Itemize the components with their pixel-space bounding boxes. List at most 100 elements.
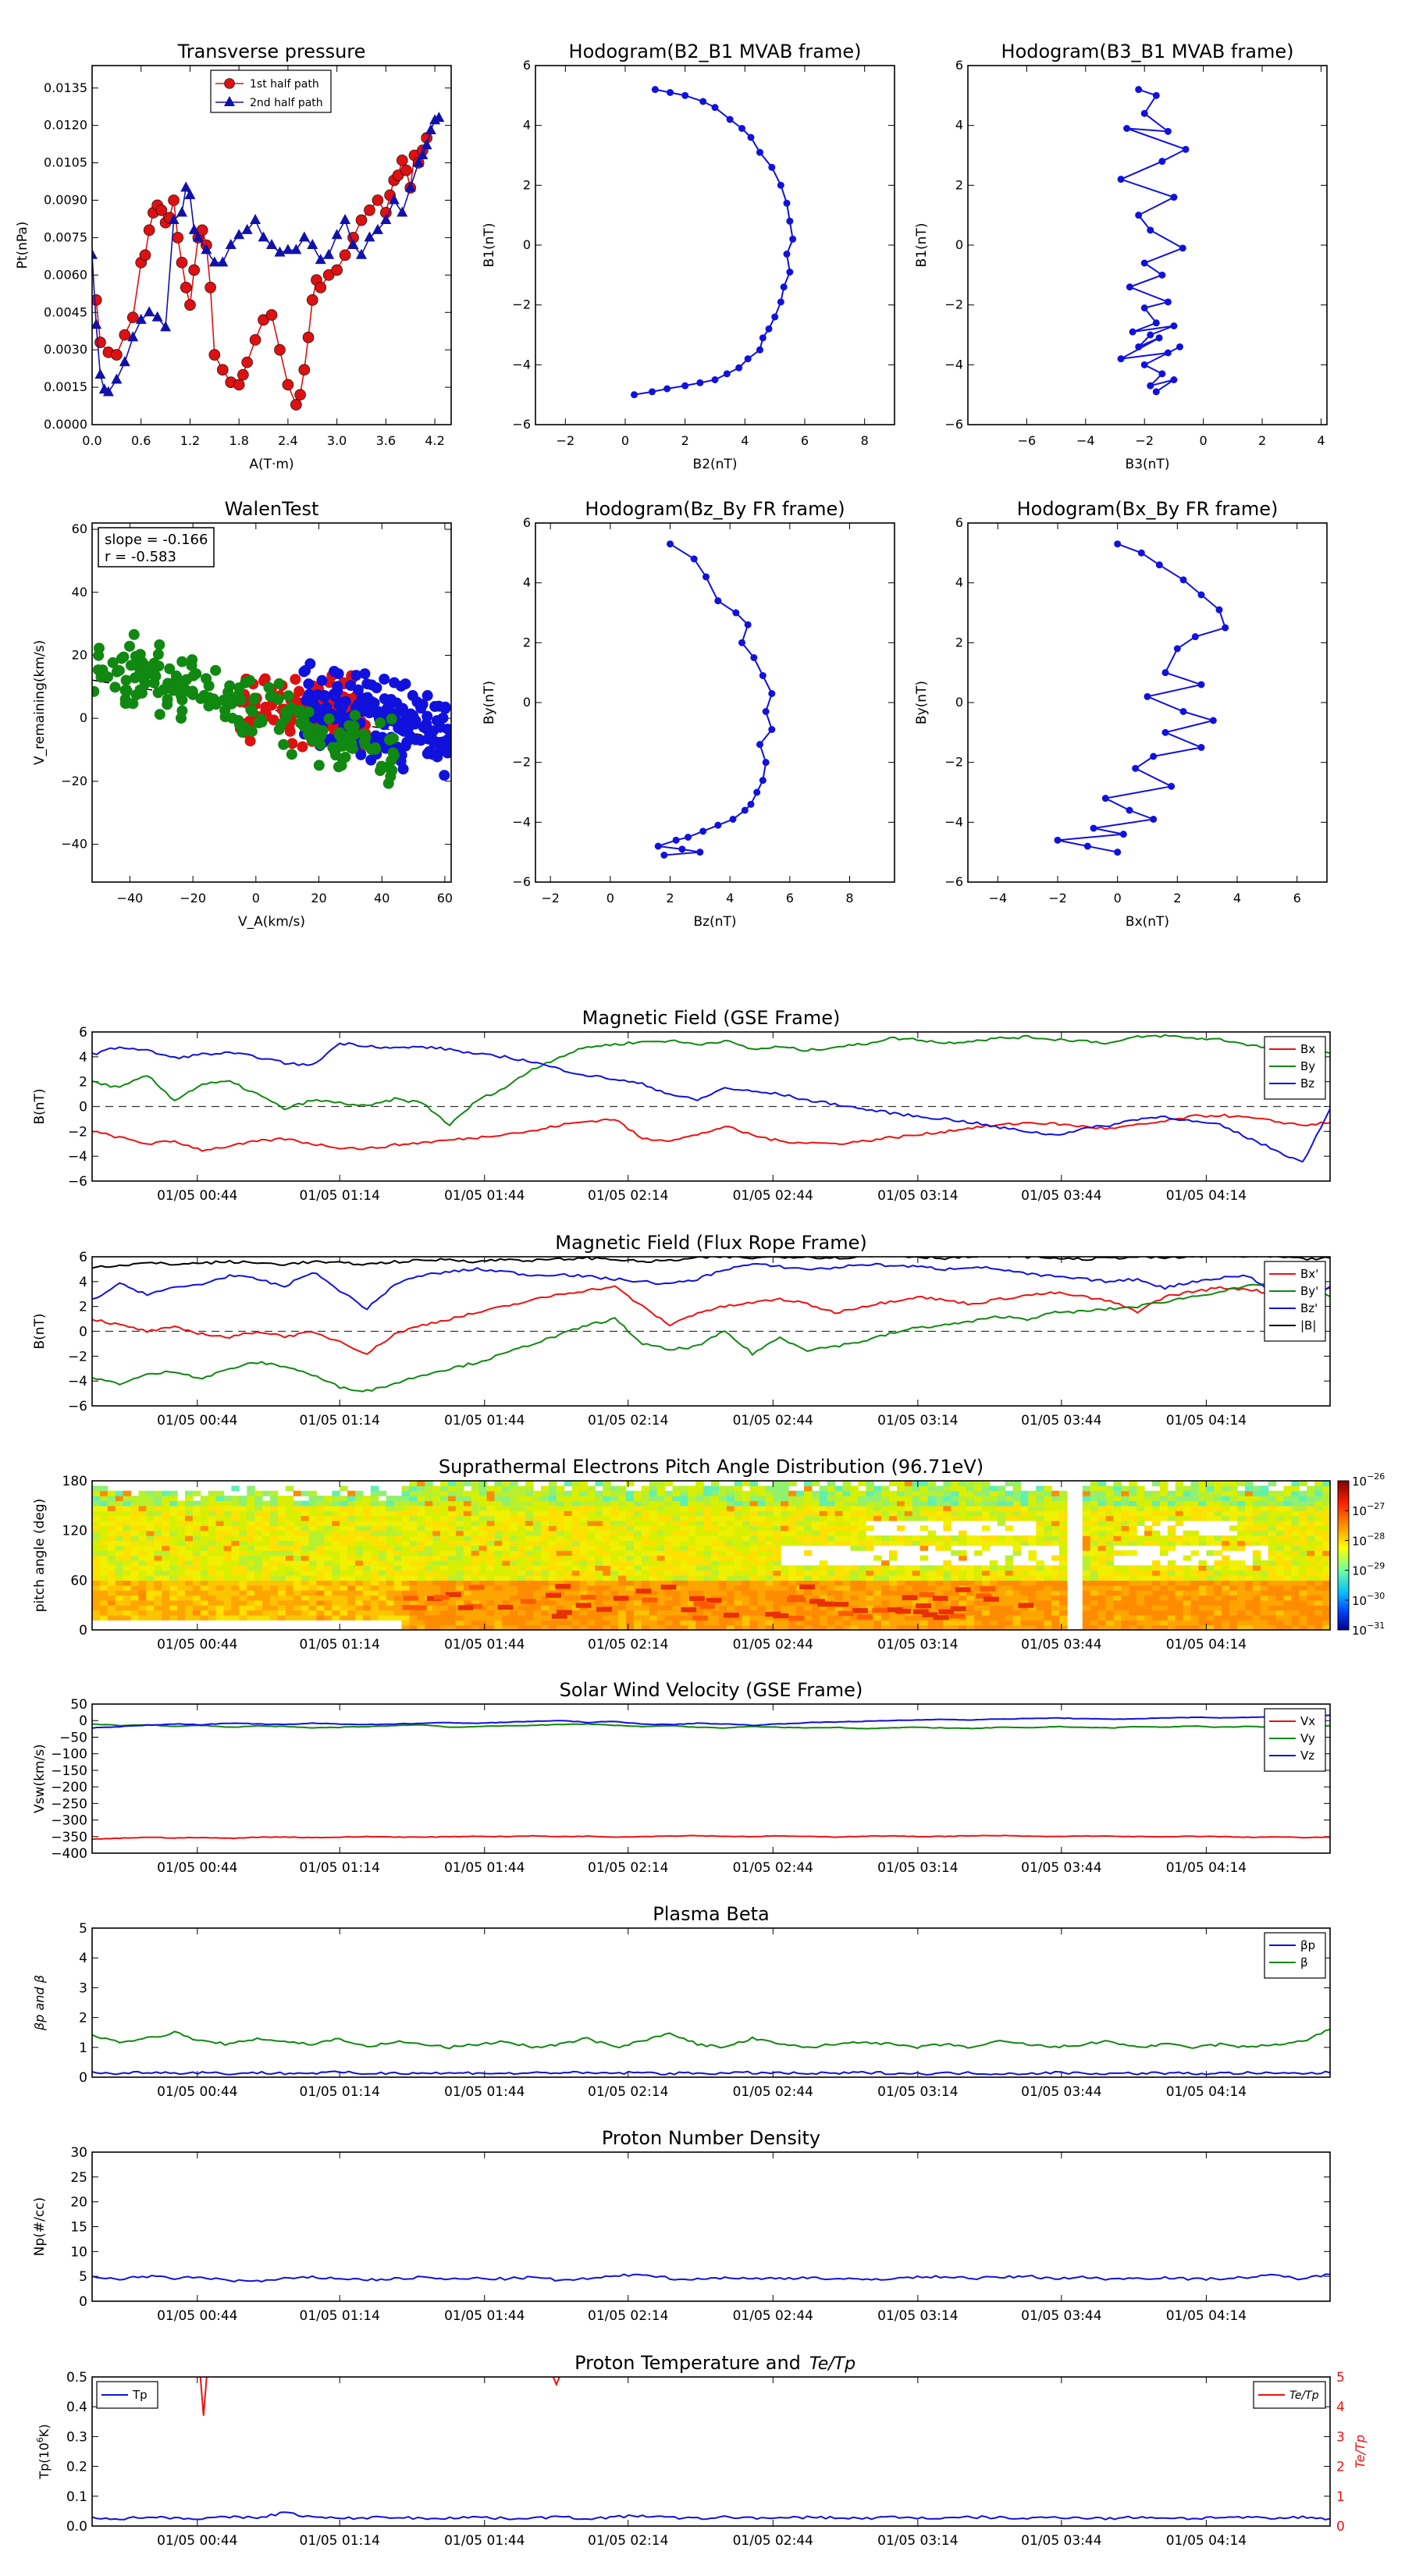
pad-cell — [989, 1496, 998, 1502]
pad-cell — [773, 1505, 781, 1511]
p5-point — [690, 555, 698, 563]
pad-cell — [1090, 1599, 1099, 1606]
pad-cell — [138, 1560, 147, 1566]
p2-ytick-label: −6 — [512, 417, 531, 432]
pad-cell — [525, 1560, 534, 1566]
p2-ytick-label: 2 — [523, 177, 531, 192]
p7-xtick-label: 01/05 03:14 — [877, 1188, 958, 1204]
pad-cell — [1044, 1605, 1052, 1611]
pad-cell — [247, 1530, 255, 1536]
p3-point — [1158, 158, 1166, 165]
pad-cell — [866, 1620, 874, 1626]
pad-cell — [370, 1485, 379, 1492]
pad-cell — [494, 1580, 503, 1586]
pad-cell — [262, 1490, 271, 1496]
pad-cell — [355, 1530, 364, 1536]
pad-cell — [672, 1595, 681, 1601]
pad-cell — [633, 1505, 642, 1511]
pad-cell — [463, 1525, 472, 1532]
pad-cell — [873, 1574, 882, 1581]
pad-cell — [695, 1550, 704, 1557]
pad-cell — [571, 1540, 581, 1546]
pad-cell — [556, 1525, 565, 1532]
pad-cell — [842, 1540, 852, 1546]
pad-cell — [866, 1515, 874, 1521]
pad-cell — [1105, 1500, 1115, 1507]
pad-cell — [1097, 1605, 1107, 1611]
pad-cell — [1090, 1496, 1099, 1502]
p3-point — [1126, 283, 1133, 291]
pad-cell — [564, 1535, 573, 1541]
pad-cell — [695, 1574, 704, 1581]
pad-cell — [765, 1545, 774, 1551]
p3-point — [1170, 376, 1178, 383]
pad-cell — [711, 1530, 720, 1536]
pad-cell — [834, 1490, 844, 1496]
pad-cell — [959, 1505, 967, 1511]
pad-cell — [262, 1525, 271, 1532]
pad-cell — [347, 1605, 356, 1611]
p4-plot-area — [92, 628, 451, 789]
pad-cell — [680, 1515, 688, 1521]
pad-cell — [455, 1485, 464, 1492]
pad-cell — [726, 1550, 735, 1557]
pad-cell — [533, 1574, 542, 1581]
pad-cell — [239, 1610, 247, 1616]
pad-cell — [649, 1555, 658, 1561]
pad-cell — [138, 1605, 147, 1611]
pad-cell — [656, 1540, 666, 1546]
pad-cell — [138, 1496, 147, 1502]
pad-cell — [1005, 1481, 1014, 1486]
pad-cell — [974, 1610, 983, 1616]
pad-cell — [866, 1565, 874, 1571]
pad-cell — [858, 1515, 866, 1521]
pad-cell — [556, 1535, 565, 1541]
pad-cell — [1036, 1605, 1044, 1611]
pad-cell — [610, 1505, 619, 1511]
pad-cell — [215, 1490, 225, 1496]
pad-cell — [943, 1624, 951, 1630]
pad-cell — [162, 1510, 170, 1517]
pad-cell — [425, 1485, 433, 1492]
pad-cell — [1059, 1545, 1068, 1551]
p3-point — [1117, 176, 1125, 183]
pad-cell — [486, 1555, 496, 1561]
pad-cell — [386, 1515, 395, 1521]
pad-cell — [595, 1535, 603, 1541]
pad-cell — [935, 1500, 944, 1507]
pad-cell — [308, 1590, 318, 1596]
pad-cell — [1059, 1560, 1068, 1566]
pad-cell — [927, 1570, 937, 1576]
pad-cell — [1012, 1570, 1022, 1576]
pad-cell — [556, 1555, 565, 1561]
p4-ytick-label: −20 — [61, 774, 87, 788]
p3-point — [1147, 382, 1154, 390]
pad-cell — [688, 1580, 696, 1586]
pad-cell — [734, 1496, 743, 1502]
pad-cell — [1105, 1595, 1115, 1601]
pad-cell — [664, 1535, 674, 1541]
pad-cell — [672, 1560, 681, 1566]
pad-cell — [618, 1599, 627, 1606]
pad-cell — [107, 1530, 116, 1536]
pad-cell — [471, 1574, 480, 1581]
pad-cell — [1028, 1574, 1037, 1581]
pad-cell — [92, 1610, 101, 1616]
pad-cell — [1059, 1496, 1068, 1502]
p3-ytick-label: −4 — [944, 357, 963, 372]
pad-cell — [393, 1535, 403, 1541]
pad-cell — [1082, 1614, 1091, 1621]
pad-cell — [378, 1585, 387, 1591]
pad-cell — [711, 1585, 720, 1591]
pad-cell — [200, 1545, 209, 1551]
p8-ylabel: B(nT) — [32, 1313, 48, 1349]
pad-cell — [362, 1555, 372, 1561]
p3-ytick-label: 4 — [955, 118, 963, 133]
pad-cell — [463, 1545, 472, 1551]
pad-cell — [548, 1545, 557, 1551]
pad-cell — [308, 1545, 318, 1551]
p2-point — [777, 181, 784, 189]
pad-cell — [881, 1570, 890, 1576]
pad-cell — [625, 1515, 635, 1521]
pad-cell — [184, 1496, 194, 1502]
